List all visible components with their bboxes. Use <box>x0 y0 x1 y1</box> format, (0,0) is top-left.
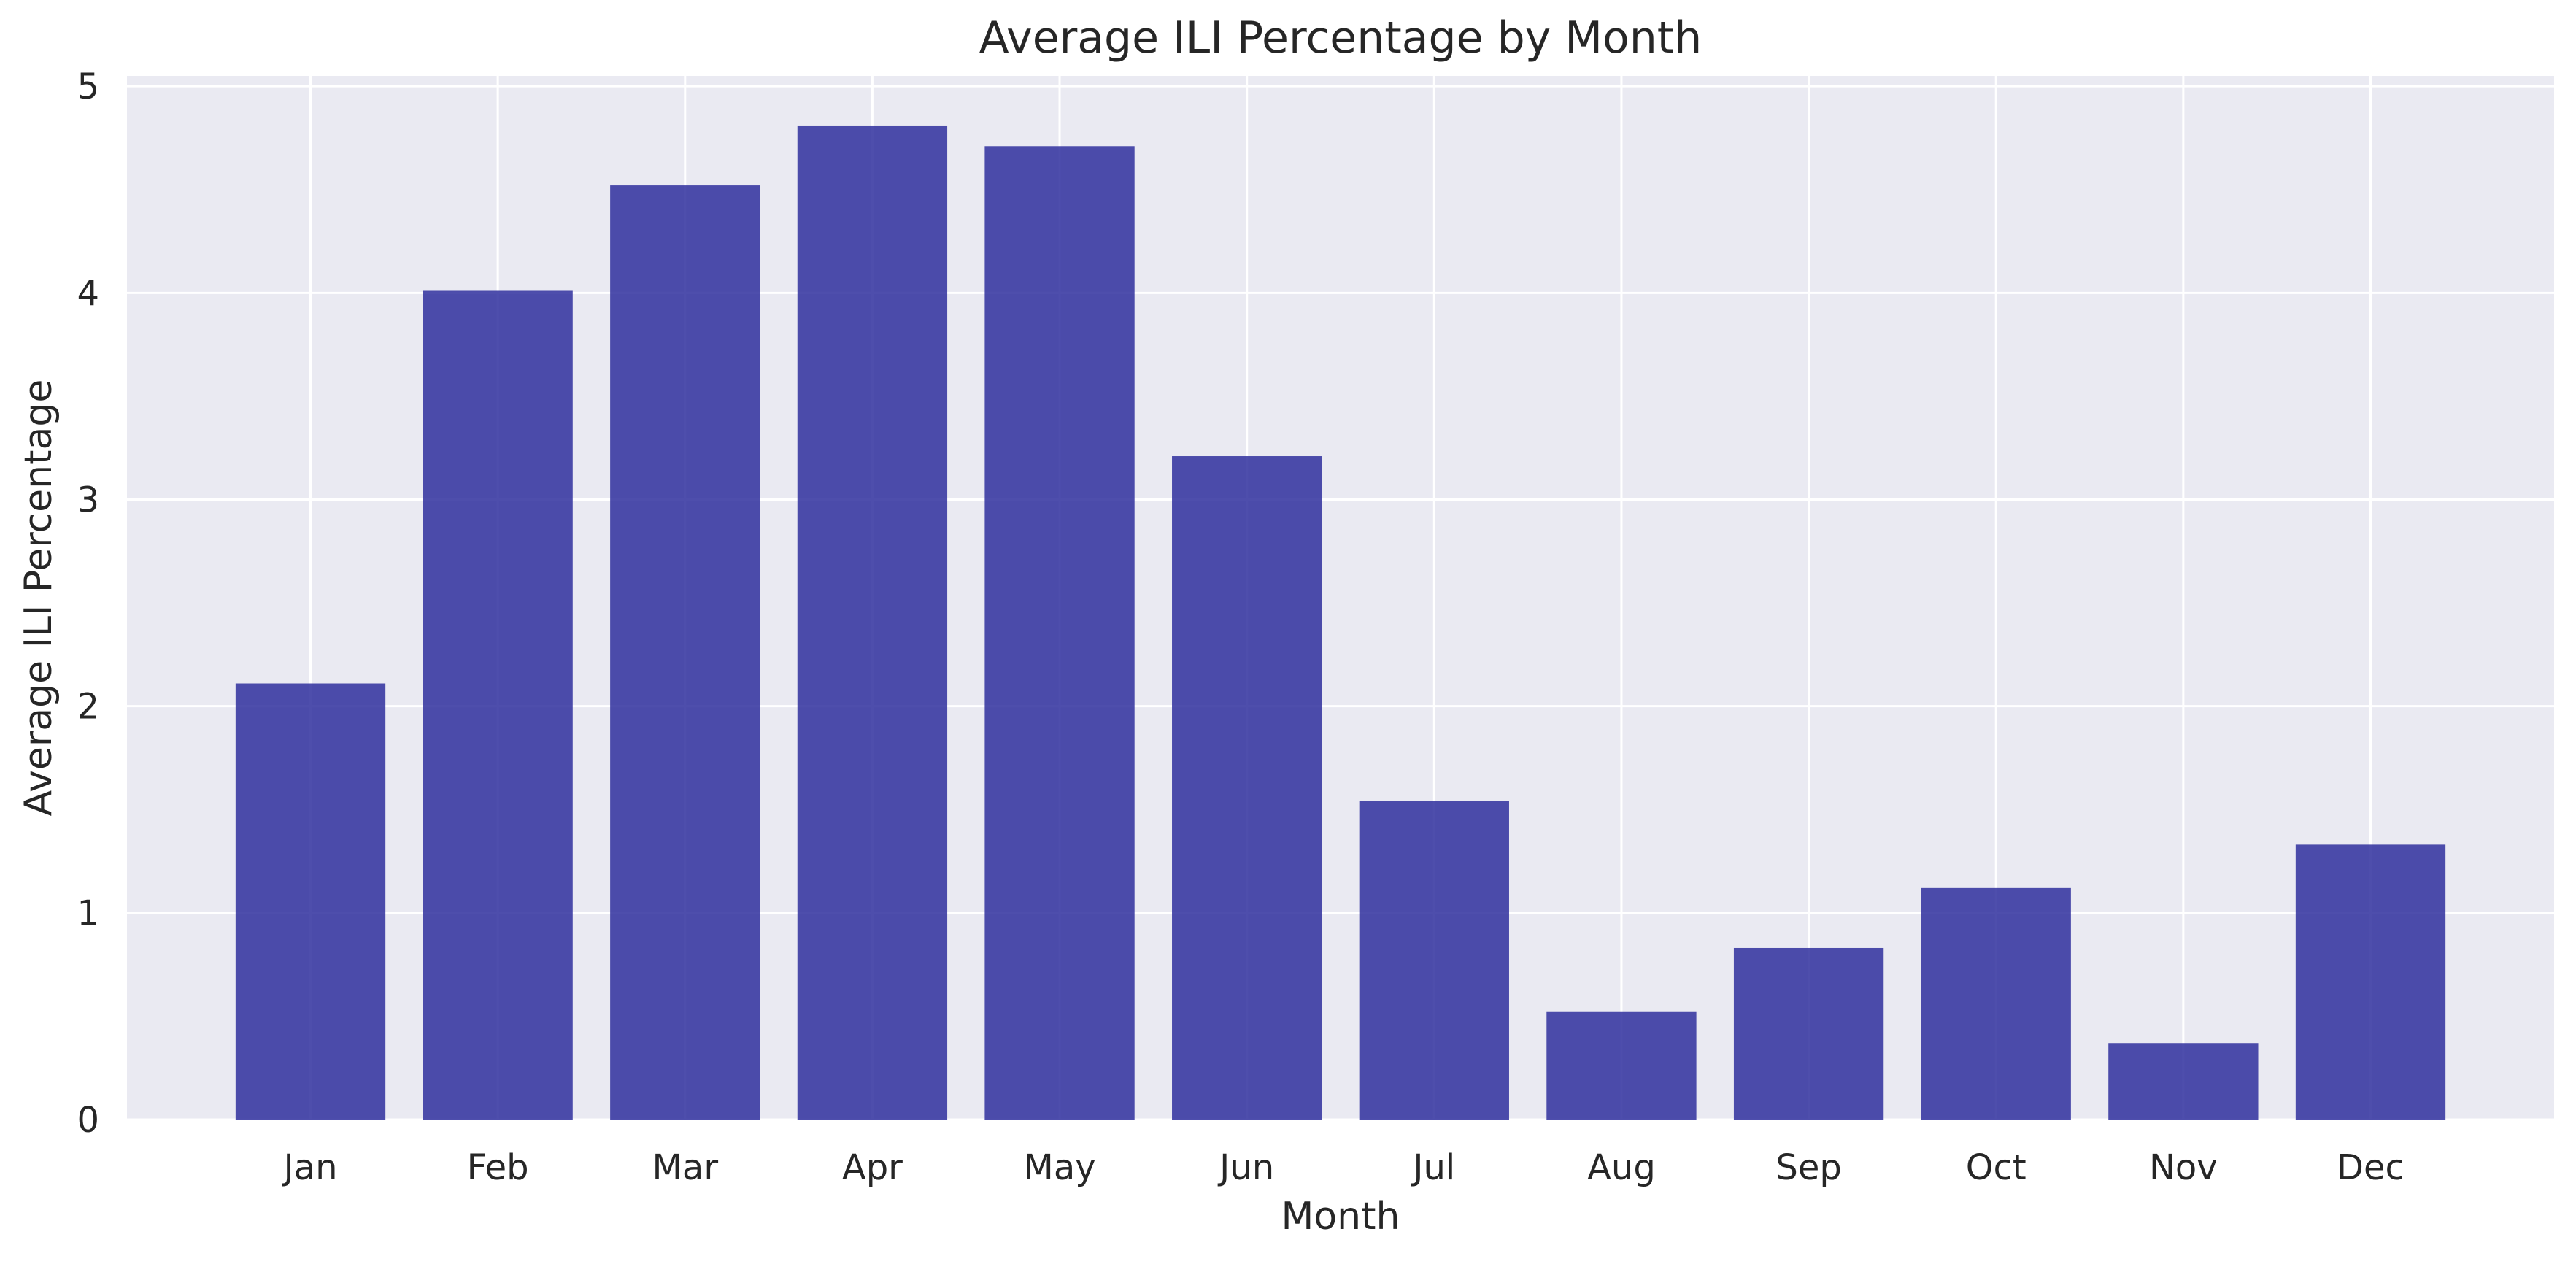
x-tick-label: Sep <box>1775 1147 1841 1188</box>
bar-mar <box>610 185 760 1120</box>
y-tick-label: 4 <box>77 273 99 314</box>
y-tick-label: 5 <box>77 66 99 107</box>
y-axis-label: Average ILI Percentage <box>17 379 61 817</box>
bar-feb <box>423 290 573 1120</box>
x-tick-label: Jun <box>1217 1147 1274 1188</box>
bar-jun <box>1172 456 1322 1120</box>
x-tick-labels: Jan Feb Mar Apr May Jun Jul Aug Sep Oct Nov Dec <box>282 1147 2405 1188</box>
x-tick-label: May <box>1023 1147 1095 1188</box>
bar-aug <box>1546 1011 1697 1120</box>
bar-jul <box>1359 801 1509 1120</box>
bar-oct <box>1921 887 2071 1120</box>
x-tick-label: Jul <box>1411 1147 1455 1188</box>
x-tick-label: Jan <box>282 1147 338 1188</box>
y-tick-labels: 0 1 2 3 4 5 <box>77 66 99 1141</box>
y-tick-label: 1 <box>77 893 99 934</box>
x-tick-label: Apr <box>842 1147 903 1188</box>
bar-nov <box>2108 1043 2259 1120</box>
bar-dec <box>2295 844 2446 1120</box>
x-tick-label: Dec <box>2337 1147 2405 1188</box>
x-tick-label: Mar <box>652 1147 718 1188</box>
bar-jan <box>235 683 386 1120</box>
bars <box>235 125 2446 1120</box>
x-tick-label: Feb <box>467 1147 529 1188</box>
x-axis-label: Month <box>1281 1195 1400 1238</box>
bar-may <box>984 146 1135 1120</box>
y-tick-label: 3 <box>77 479 99 520</box>
bar-apr <box>797 125 948 1120</box>
bar-sep <box>1733 947 1884 1120</box>
x-tick-label: Aug <box>1587 1147 1656 1188</box>
x-tick-label: Nov <box>2149 1147 2218 1188</box>
chart-title: Average ILI Percentage by Month <box>979 12 1702 63</box>
y-tick-label: 2 <box>77 687 99 728</box>
y-tick-label: 0 <box>77 1100 99 1141</box>
x-tick-label: Oct <box>1966 1147 2027 1188</box>
